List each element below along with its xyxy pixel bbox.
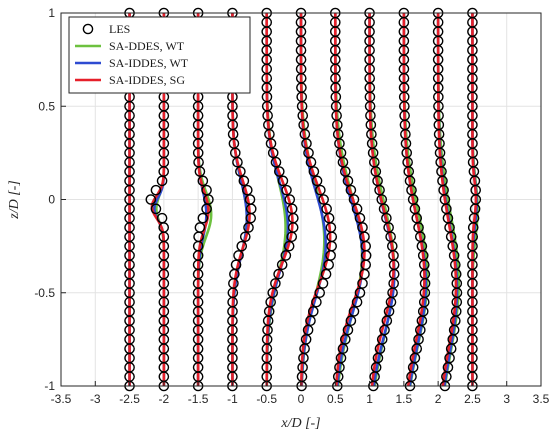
les-marker [274,166,285,177]
profile-line [471,13,478,386]
x-tick-label: -2 [159,392,170,406]
les-marker [307,306,319,317]
les-marker [351,203,363,215]
les-marker [145,194,157,205]
les-marker [270,156,282,168]
profile-line [333,13,366,387]
les-marker [239,231,251,243]
x-tick-label: 2 [435,392,442,406]
y-axis-label: z/D [-] [7,180,22,220]
les-marker [197,175,209,187]
les-marker [150,203,162,215]
les-marker [235,166,246,177]
les-marker [156,212,168,224]
x-axis-label: x/D [-] [280,416,320,431]
x-tick-label: -1 [227,392,238,406]
profile-line [436,13,458,387]
les-marker [354,212,366,224]
les-marker [230,259,242,271]
x-tick-label: -2.5 [119,392,140,406]
x-tick-label: -0.5 [256,392,277,406]
legend: LES SA-DDES, WT SA-IDDES, WT SA-IDDES, SG [68,16,251,94]
les-marker [238,175,250,187]
x-tick-label: 1.5 [396,392,413,406]
les-marker [277,175,289,187]
les-marker [339,334,351,345]
x-tick-label: 0 [298,392,305,406]
x-tick-label: -3.5 [51,392,72,406]
legend-marker-les [82,23,94,35]
legend-label: SA-IDDES, WT [109,56,189,70]
profile-line [265,13,294,387]
legend-label: SA-DDES, WT [109,39,185,53]
y-tick-label: 0 [48,193,55,207]
les-marker [194,222,206,233]
les-marker [308,166,320,177]
les-marker [284,194,296,205]
les-marker [273,268,284,280]
y-axis-ticks: -1 -0.5 0 0.5 1 [34,6,66,393]
les-marker [315,184,326,196]
les-marker [348,306,360,317]
profile-line [402,13,426,387]
x-tick-label: -3 [90,392,101,406]
les-marker [267,287,279,299]
les-marker [270,278,281,289]
les-marker [311,175,323,187]
y-tick-label: 1 [48,6,55,20]
les-marker [244,194,256,205]
legend-label: LES [109,22,130,36]
les-marker [276,259,288,271]
les-marker [318,194,329,205]
les-marker [283,240,295,252]
les-marker [351,296,363,308]
les-marker [311,296,322,308]
les-marker [354,287,366,299]
x-axis-ticks: -3.5 -3 -2.5 -2 -1.5 -1 -0.5 0 0.5 1 1.5 2 2.5 3 3.5 [51,381,550,406]
les-marker [345,184,357,196]
les-marker [345,315,357,327]
les-marker [320,268,332,280]
les-marker [197,212,209,224]
les-marker [342,175,354,187]
x-tick-label: 1 [366,392,373,406]
les-marker [281,184,292,196]
y-tick-label: -1 [44,379,55,393]
x-tick-label: 0.5 [327,392,344,406]
y-tick-label: -0.5 [34,286,55,300]
les-marker [242,184,253,196]
legend-label: SA-IDDES, SG [109,73,185,87]
les-marker [233,250,244,261]
les-marker [236,240,248,252]
les-marker [342,324,354,336]
les-marker [314,287,326,299]
x-tick-label: 3 [503,392,510,406]
x-tick-label: -1.5 [188,392,209,406]
les-marker [348,194,360,205]
les-marker [357,222,368,233]
y-tick-label: 0.5 [38,99,55,113]
les-marker [305,156,317,168]
les-marker [317,278,329,289]
les-marker [321,203,332,215]
les-marker [305,315,316,327]
x-tick-label: 2.5 [464,392,481,406]
les-marker [323,212,335,224]
x-tick-label: 3.5 [533,392,550,406]
les-marker [280,250,292,261]
les-markers [124,7,482,392]
les-marker [201,184,212,196]
les-marker [150,184,162,196]
